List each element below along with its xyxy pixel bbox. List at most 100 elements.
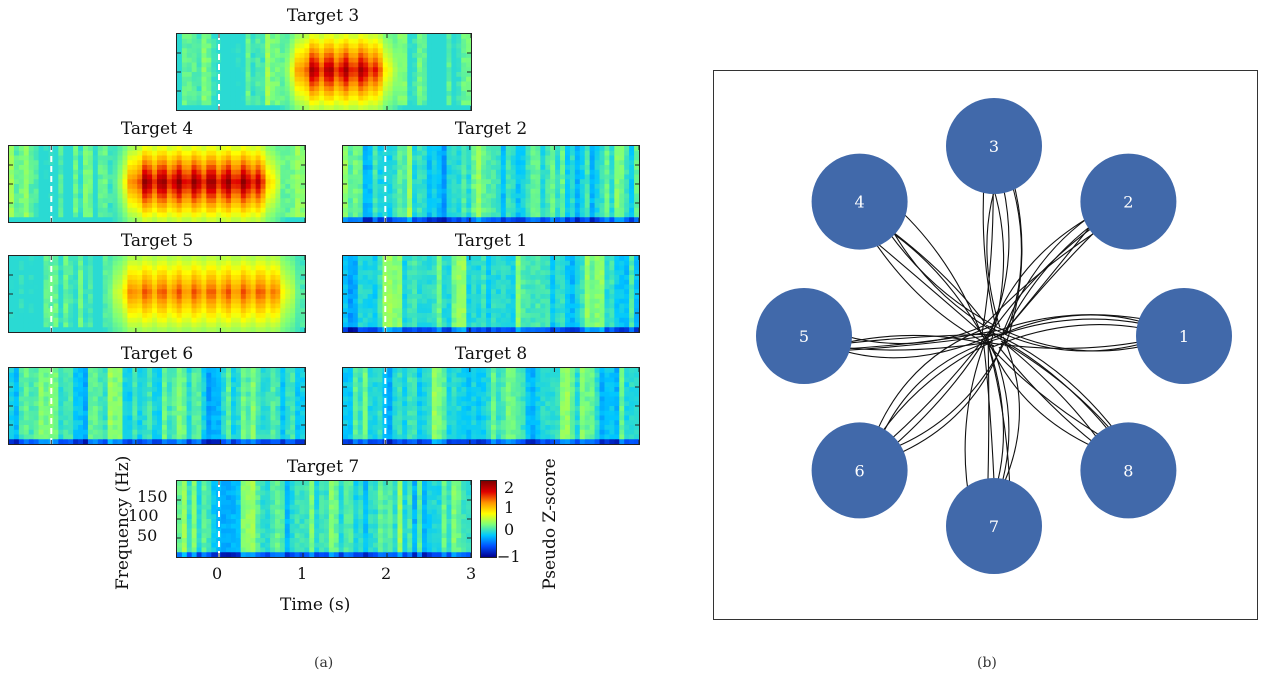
heatmap-cell <box>525 217 532 222</box>
heatmap-cell <box>363 72 369 78</box>
heatmap-cell <box>407 327 413 332</box>
heatmap-cell <box>97 179 104 185</box>
heatmap-cell <box>431 327 438 332</box>
heatmap-cell <box>314 34 320 40</box>
heatmap-cell <box>555 298 561 305</box>
heatmap-cell <box>23 382 30 388</box>
heatmap-cell <box>387 174 393 180</box>
heatmap-cell <box>397 86 403 92</box>
heatmap-cell <box>451 53 457 59</box>
heatmap-cell <box>9 256 15 262</box>
heatmap-cell <box>565 279 571 286</box>
heatmap-cell <box>226 184 232 190</box>
heatmap-cell <box>290 308 296 314</box>
heatmap-cell <box>191 327 198 332</box>
heatmap-cell <box>565 270 571 276</box>
heatmap-cell <box>466 256 472 262</box>
heatmap-cell <box>240 207 247 214</box>
heatmap-cell <box>367 260 374 267</box>
heatmap-cell <box>441 256 448 262</box>
heatmap-cell <box>309 86 315 92</box>
heatmap-cell <box>285 160 291 166</box>
heatmap-cell <box>555 169 561 176</box>
heatmap-cell <box>181 270 188 276</box>
heatmap-cell <box>176 160 183 166</box>
heatmap-cell <box>127 317 133 324</box>
heatmap-cell <box>569 260 576 267</box>
heatmap-cell <box>38 396 45 402</box>
heatmap-cell <box>347 322 354 328</box>
heatmap-cell <box>186 72 193 78</box>
heatmap-cell <box>491 317 497 324</box>
heatmap-cell <box>235 317 242 324</box>
heatmap-cell <box>9 415 15 421</box>
heatmap-cell <box>609 303 615 309</box>
heatmap-cell <box>235 275 242 281</box>
heatmap-cell <box>446 203 453 209</box>
heatmap-cell <box>18 289 25 295</box>
heatmap-cell <box>78 256 84 262</box>
heatmap-cell <box>319 86 325 92</box>
heatmap-cell <box>97 212 104 218</box>
heatmap-cell <box>555 174 561 180</box>
heatmap-cell <box>515 212 522 218</box>
heatmap-cell <box>279 48 286 54</box>
heatmap-cell <box>68 284 74 290</box>
heatmap-cell <box>196 289 202 295</box>
heatmap-cell <box>33 303 40 309</box>
heatmap-cell <box>387 265 393 271</box>
heatmap-cell <box>48 212 54 218</box>
heatmap-cell <box>275 105 281 110</box>
heatmap-cell <box>206 260 212 267</box>
heatmap-cell <box>250 217 257 222</box>
heatmap-cell <box>471 260 477 267</box>
heatmap-cell <box>436 34 443 40</box>
heatmap-cell <box>545 294 551 300</box>
heatmap-cell <box>461 62 467 68</box>
heatmap-cell <box>102 256 109 262</box>
heatmap-cell <box>92 317 99 324</box>
heatmap-cell <box>441 86 448 92</box>
heatmap-cell <box>18 313 25 319</box>
heatmap-cell <box>112 203 119 209</box>
heatmap-cell <box>565 289 571 295</box>
heatmap-cell <box>461 184 467 190</box>
heatmap-cell <box>92 146 99 152</box>
heatmap-cell <box>33 401 40 407</box>
heatmap-cell <box>540 169 546 176</box>
heatmap-cell <box>235 265 242 271</box>
heatmap-cell <box>300 155 305 161</box>
heatmap-cell <box>97 322 104 328</box>
heatmap-cell <box>347 265 354 271</box>
heatmap-cell <box>23 303 30 309</box>
heatmap-cell <box>161 270 168 276</box>
heatmap-cell <box>367 193 374 199</box>
heatmap-cell <box>83 203 89 209</box>
heatmap-cell <box>73 155 79 161</box>
heatmap-cell <box>466 298 472 305</box>
heatmap-cell <box>614 294 620 300</box>
heatmap-cell <box>152 198 158 204</box>
heatmap-cell <box>18 387 25 393</box>
heatmap-cell <box>387 217 393 222</box>
heatmap-cell <box>181 294 188 300</box>
heatmap-cell <box>33 188 40 195</box>
heatmap-cell <box>515 179 522 185</box>
heatmap-cell <box>347 260 354 267</box>
heatmap-cell <box>500 256 507 262</box>
heatmap-cell <box>279 81 286 87</box>
heatmap-cell <box>206 155 212 161</box>
heatmap-cell <box>328 53 335 59</box>
heatmap-cell <box>352 188 359 195</box>
heatmap-cell <box>18 284 25 290</box>
heatmap-cell <box>634 179 639 185</box>
heatmap-cell <box>363 86 369 92</box>
heatmap-cell <box>147 207 153 214</box>
heatmap-cell <box>142 184 148 190</box>
heatmap-cell <box>18 203 25 209</box>
heatmap-cell <box>456 48 462 54</box>
heatmap-cell <box>285 298 291 305</box>
heatmap-cell <box>206 212 212 218</box>
heatmap-cell <box>436 76 443 83</box>
heatmap-cell <box>510 322 517 328</box>
